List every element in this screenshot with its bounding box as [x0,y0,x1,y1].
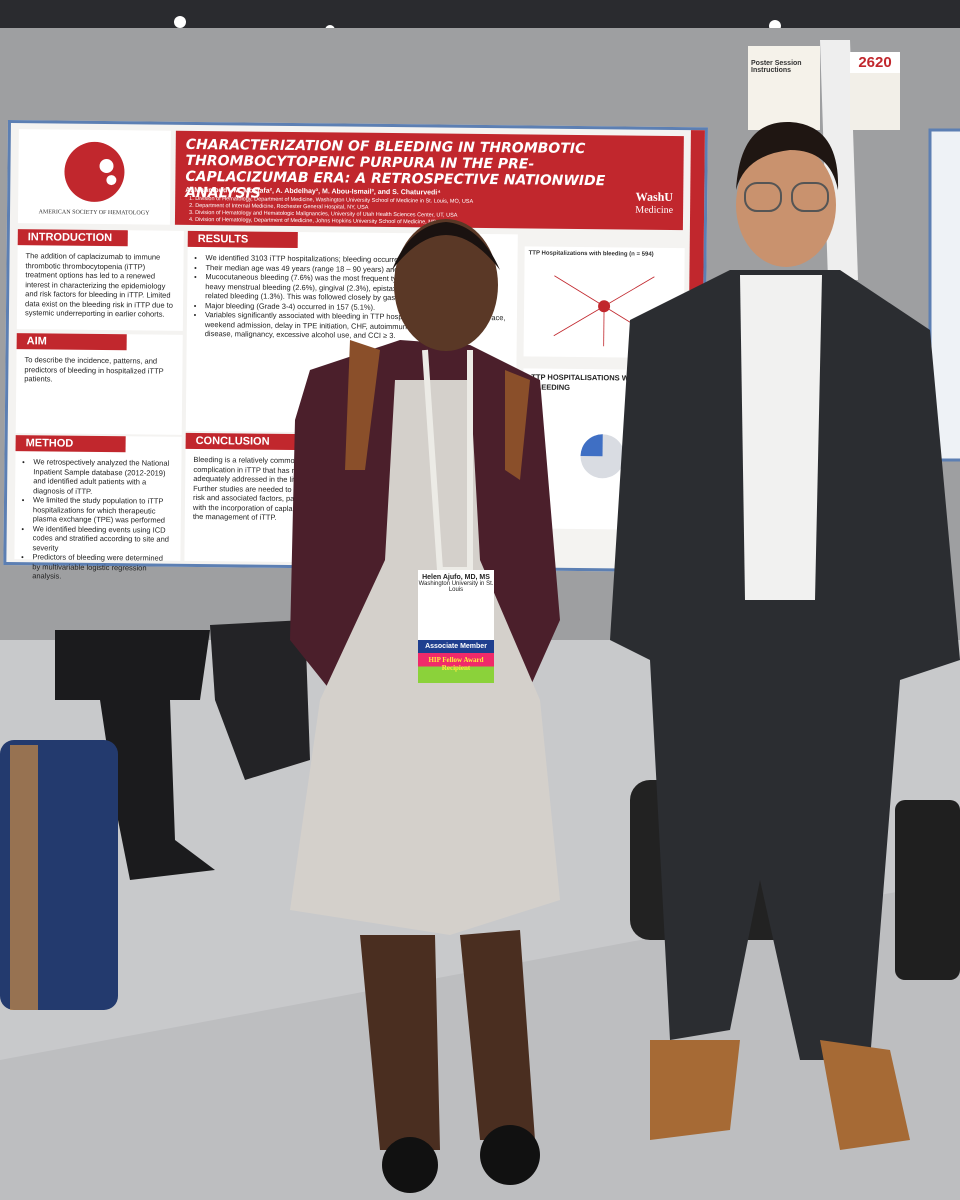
ash-logo: AMERICAN SOCIETY OF HEMATOLOGY [17,129,171,225]
pie [580,434,625,479]
instructions-card: Poster Session Instructions [748,46,820,130]
figure-body [553,275,655,347]
badge-card: Helen Ajufo, MD, MS Washington Universit… [418,570,494,640]
figure: TTP Hospitalizations with bleeding (n = … [523,246,685,359]
badge-name: Helen Ajufo, MD, MS [422,574,490,581]
table-panel: TTP HOSPITALISATIONS WITH BLEEDING [521,368,684,531]
badge-org: Washington University in St. Louis [418,581,494,593]
board-number-card: 2620 [850,52,900,130]
poster: AMERICAN SOCIETY OF HEMATOLOGY CHARACTER… [3,120,708,581]
name-badge: Helen Ajufo, MD, MS Washington Universit… [418,570,494,696]
logo-mark [64,141,125,202]
board-number: 2620 [850,52,900,73]
instructions-title: Poster Session Instructions [751,60,802,74]
ribbon: HIP Fellow Award Recipient [418,653,494,683]
ribbon: Associate Member [418,640,494,653]
